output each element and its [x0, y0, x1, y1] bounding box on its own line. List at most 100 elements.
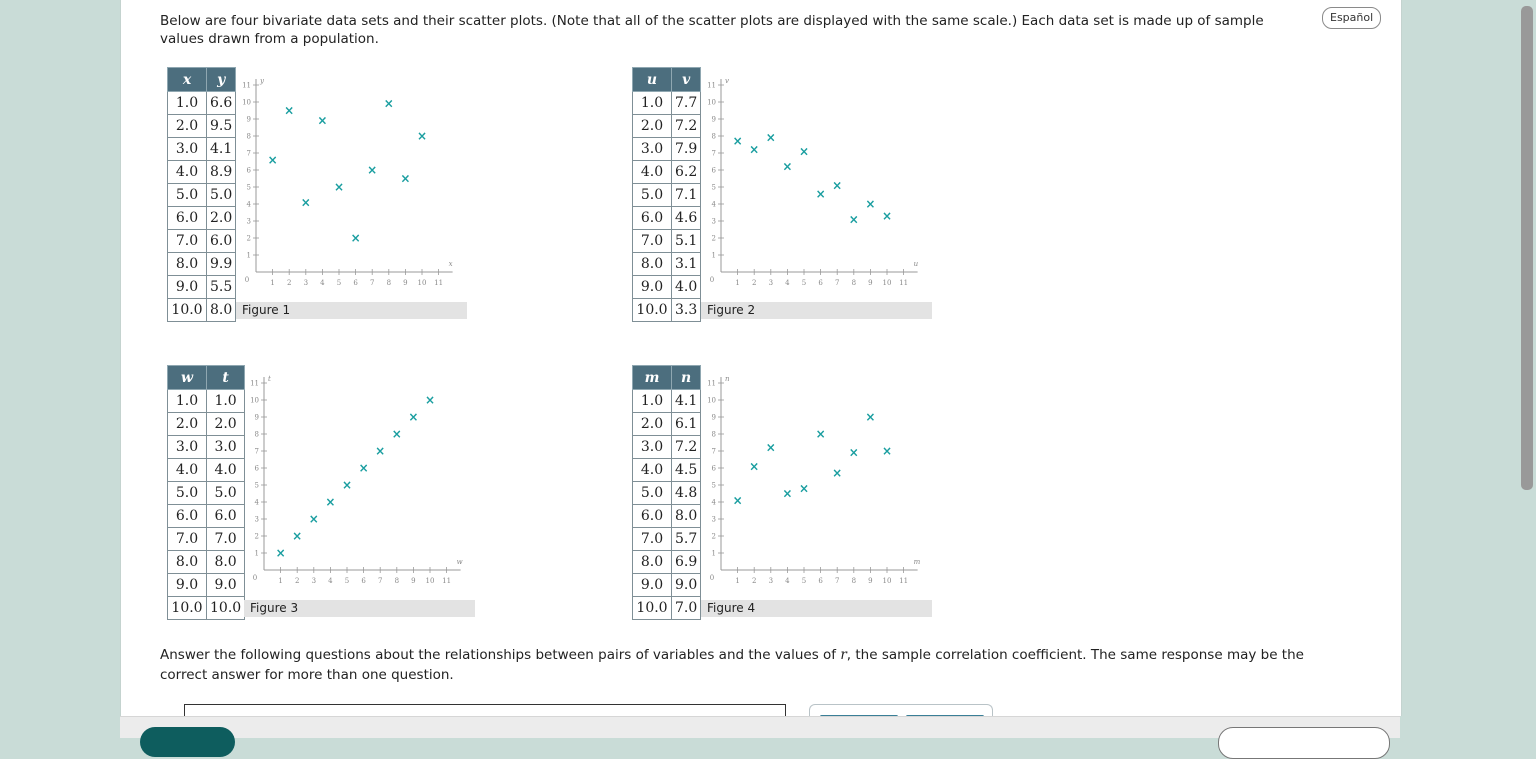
- table-cell-x: 8.0: [167, 252, 207, 276]
- x-tick-label: 1: [270, 279, 274, 287]
- table-cell-x: 1.0: [632, 91, 672, 115]
- x-tick-label: 6: [818, 279, 823, 287]
- scatter-point: ×: [782, 160, 792, 174]
- table-cell-x: 3.0: [167, 137, 207, 161]
- table-cell-y: 7.0: [205, 527, 246, 551]
- table-row: 6.0 4.6: [632, 206, 702, 230]
- table-cell-x: 5.0: [632, 183, 672, 207]
- x-tick-label: 8: [852, 279, 856, 287]
- table-cell-y: 5.7: [670, 527, 702, 551]
- y-tick-label: 8: [712, 133, 716, 141]
- table-cell-x: 5.0: [167, 481, 207, 505]
- table-row: 5.0 5.0: [167, 481, 246, 505]
- x-axis-label: u: [914, 260, 919, 268]
- table-cell-x: 9.0: [632, 275, 672, 299]
- table-row: 4.0 6.2: [632, 160, 702, 184]
- origin-tick-label: 0: [710, 276, 714, 284]
- table-cell-y: 3.0: [205, 435, 246, 459]
- scatter-point: ×: [392, 427, 402, 441]
- x-tick-label: 3: [769, 279, 773, 287]
- scatter-point: ×: [425, 393, 435, 407]
- x-tick-label: 5: [345, 577, 349, 585]
- x-tick-label: 2: [752, 279, 756, 287]
- table-cell-y: 7.1: [670, 183, 702, 207]
- table-row: 1.0 7.7: [632, 91, 702, 115]
- scatter-point: ×: [882, 444, 892, 458]
- y-tick-label: 6: [255, 465, 260, 473]
- y-tick-label: 2: [712, 235, 716, 243]
- y-tick-label: 8: [255, 431, 259, 439]
- x-tick-label: 11: [899, 577, 908, 585]
- table-cell-x: 3.0: [167, 435, 207, 459]
- table-row: 5.0 7.1: [632, 183, 702, 207]
- table-cell-y: 6.1: [670, 412, 702, 436]
- table-row: 10.0 10.0: [167, 596, 246, 620]
- table-cell-x: 8.0: [167, 550, 207, 574]
- table-cell-y: 2.0: [205, 206, 237, 230]
- table-cell-y: 8.9: [205, 160, 237, 184]
- y-tick-label: 10: [707, 397, 716, 405]
- table-cell-x: 10.0: [167, 596, 207, 620]
- secondary-action-button[interactable]: [1218, 727, 1390, 759]
- table-row: 7.0 5.7: [632, 527, 702, 551]
- table-cell-x: 5.0: [632, 481, 672, 505]
- answer-dropdown[interactable]: [184, 704, 786, 716]
- table-cell-x: 4.0: [167, 458, 207, 482]
- table-row: 2.0 7.2: [632, 114, 702, 138]
- table-row: 10.0 8.0: [167, 298, 237, 322]
- x-axis-label: m: [914, 558, 921, 566]
- scatter-point: ×: [733, 134, 743, 148]
- table-cell-x: 4.0: [167, 160, 207, 184]
- table-row: 3.0 4.1: [167, 137, 237, 161]
- toggle-option-1[interactable]: [820, 715, 898, 716]
- table-cell-x: 4.0: [632, 160, 672, 184]
- y-tick-label: 6: [247, 167, 252, 175]
- table-cell-x: 10.0: [167, 298, 207, 322]
- primary-action-button[interactable]: [140, 727, 235, 757]
- x-tick-label: 2: [295, 577, 299, 585]
- scatter-point: ×: [766, 131, 776, 145]
- table-cell-y: 8.0: [205, 298, 237, 322]
- x-tick-label: 6: [818, 577, 823, 585]
- scatter-point: ×: [317, 114, 327, 128]
- table-cell-x: 8.0: [632, 252, 672, 276]
- table-cell-y: 7.2: [670, 435, 702, 459]
- scatter-point: ×: [351, 231, 361, 245]
- y-tick-label: 1: [247, 252, 251, 260]
- table-cell-y: 4.1: [205, 137, 237, 161]
- y-tick-label: 4: [247, 201, 252, 209]
- y-axis-label: t: [268, 375, 271, 383]
- x-tick-label: 8: [395, 577, 399, 585]
- y-tick-label: 7: [712, 150, 716, 158]
- intro-text: Below are four bivariate data sets and t…: [160, 13, 1264, 47]
- scrollbar-thumb[interactable]: [1521, 6, 1533, 490]
- table-cell-y: 8.0: [670, 504, 702, 528]
- scatter-point: ×: [309, 512, 319, 526]
- language-toggle-button[interactable]: Español: [1322, 7, 1382, 29]
- table-cell-x: 7.0: [167, 527, 207, 551]
- scatter-point: ×: [301, 195, 311, 209]
- scatter-point: ×: [799, 144, 809, 158]
- table-row: 2.0 9.5: [167, 114, 237, 138]
- x-tick-label: 2: [287, 279, 291, 287]
- toggle-option-2[interactable]: [906, 715, 984, 716]
- scatter-point: ×: [849, 446, 859, 460]
- response-toggle-group[interactable]: [809, 704, 993, 716]
- x-tick-label: 4: [785, 279, 790, 287]
- y-tick-label: 4: [712, 201, 717, 209]
- scatter-point: ×: [408, 410, 418, 424]
- figure-caption: Figure 1: [236, 302, 467, 319]
- scatter-point: ×: [325, 495, 335, 509]
- scatter-point: ×: [375, 444, 385, 458]
- table-cell-y: 6.6: [205, 91, 237, 115]
- table-row: 9.0 5.5: [167, 275, 237, 299]
- x-tick-label: 4: [785, 577, 790, 585]
- table-cell-y: 7.9: [670, 137, 702, 161]
- figure-caption: Figure 2: [701, 302, 932, 319]
- x-tick-label: 9: [868, 577, 872, 585]
- table-header-u: u: [632, 67, 672, 92]
- x-tick-label: 10: [883, 577, 892, 585]
